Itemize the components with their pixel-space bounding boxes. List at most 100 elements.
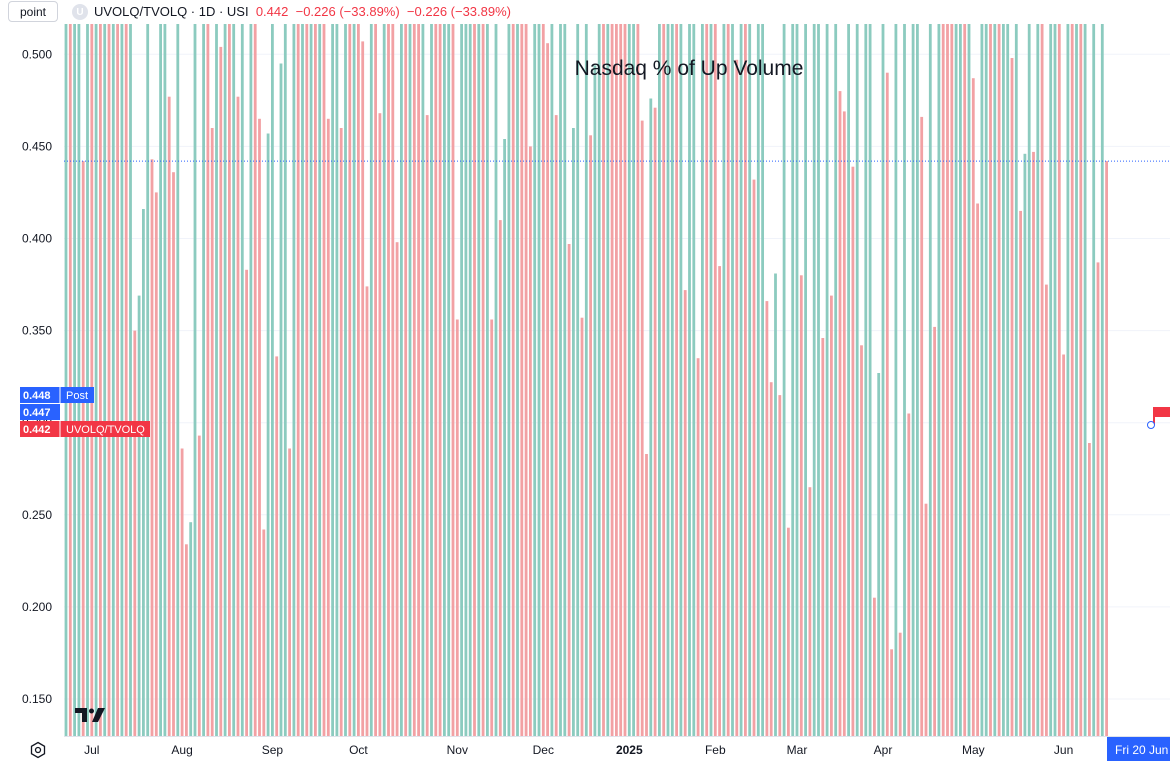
- volume-bar: [701, 24, 704, 736]
- volume-bar: [731, 24, 734, 737]
- volume-bar: [223, 24, 227, 736]
- symbol-legend[interactable]: UVOLQ/TVOLQ · 1D · USI 0.442 −0.226 (−33…: [94, 4, 511, 19]
- volume-bar: [941, 24, 945, 737]
- volume-bar: [245, 269, 248, 736]
- volume-bar: [670, 24, 674, 736]
- volume-bar: [838, 91, 842, 737]
- volume-bar: [1019, 210, 1022, 736]
- volume-bar: [103, 24, 107, 737]
- volume-bar: [447, 24, 451, 736]
- volume-bar: [593, 65, 597, 736]
- volume-bar: [210, 128, 214, 736]
- prev-value-box: [20, 404, 60, 420]
- volume-bar: [68, 24, 72, 736]
- point-mode-button[interactable]: point: [8, 1, 58, 22]
- volume-bar: [378, 113, 382, 736]
- volume-bar: [778, 395, 782, 736]
- volume-bar: [817, 24, 820, 736]
- x-tick-label: Jul: [84, 743, 99, 757]
- volume-bar: [421, 24, 425, 736]
- volume-bar: [120, 24, 124, 736]
- volume-bar: [150, 159, 154, 737]
- volume-bar: [176, 24, 180, 737]
- volume-bar: [524, 24, 528, 737]
- volume-bar: [868, 24, 872, 736]
- volume-bar: [1100, 24, 1104, 736]
- volume-bar: [980, 24, 984, 737]
- volume-bar: [976, 203, 979, 736]
- flag-icon[interactable]: [1153, 407, 1170, 425]
- volume-bar: [172, 172, 175, 736]
- volume-bar: [791, 24, 795, 736]
- volume-bar: [924, 503, 928, 736]
- volume-bar: [1036, 24, 1040, 736]
- volume-bar: [1096, 262, 1100, 736]
- volume-bar: [967, 24, 971, 737]
- volume-bar: [1002, 24, 1005, 736]
- volume-bar: [460, 24, 463, 736]
- volume-bar: [1070, 24, 1074, 737]
- volume-bar: [369, 24, 373, 736]
- volume-bar: [860, 345, 863, 736]
- volume-bar: [348, 24, 352, 737]
- volume-bar: [632, 24, 635, 736]
- x-tick-label: Apr: [874, 743, 893, 757]
- volume-bar: [331, 24, 334, 737]
- time-axis[interactable]: Jul Aug Sep Oct Nov Dec 2025 Feb Mar Apr May Jun: [64, 736, 1170, 758]
- volume-bar: [627, 24, 631, 736]
- volume-bar: [494, 24, 498, 736]
- volume-bar: [894, 24, 898, 736]
- volume-bar: [64, 24, 68, 736]
- price-axis[interactable]: 0.8500.8000.7500.7000.6500.6000.5500.500…: [22, 24, 52, 706]
- volume-bar-chart[interactable]: 0.8500.8000.7500.7000.6500.6000.5500.500…: [0, 24, 1170, 766]
- volume-bar: [481, 24, 485, 736]
- chart-header: point U UVOLQ/TVOLQ · 1D · USI 0.442 −0.…: [0, 0, 1170, 24]
- volume-bar: [262, 529, 266, 736]
- volume-bar: [619, 24, 623, 736]
- volume-bar: [202, 24, 205, 736]
- x-tick-label: Mar: [787, 743, 808, 757]
- volume-bar: [352, 24, 356, 737]
- volume-bar: [597, 24, 601, 737]
- volume-bar: [722, 24, 726, 736]
- x-tick-label: Sep: [262, 743, 284, 757]
- x-tick-label: Jun: [1054, 743, 1073, 757]
- volume-bar: [756, 24, 760, 737]
- gear-icon[interactable]: [29, 741, 47, 759]
- change-value-repeat: −0.226 (−33.89%): [406, 4, 511, 19]
- volume-bar: [576, 24, 580, 736]
- volume-bar: [765, 301, 769, 736]
- volume-bar: [185, 544, 188, 736]
- volume-bar: [658, 24, 661, 737]
- volume-bar: [357, 24, 360, 737]
- volume-bar: [546, 43, 549, 736]
- volume-bar: [645, 454, 648, 736]
- volume-bar: [159, 24, 162, 736]
- volume-bar: [821, 338, 825, 736]
- volume-bar: [408, 24, 412, 736]
- last-point-marker: [1147, 421, 1155, 429]
- chart-title: Nasdaq % of Up Volume: [575, 57, 804, 80]
- volume-bar: [1057, 24, 1061, 736]
- volume-bar: [675, 24, 678, 736]
- volume-bar: [1083, 24, 1087, 736]
- volume-bar: [228, 24, 231, 736]
- volume-bar: [825, 24, 829, 736]
- volume-bar: [959, 24, 962, 737]
- volume-bar: [920, 116, 924, 736]
- bar-series: [64, 24, 1108, 737]
- volume-bar: [683, 290, 687, 736]
- volume-bar: [464, 24, 468, 737]
- volume-bar: [954, 24, 958, 737]
- volume-bar: [739, 24, 743, 737]
- volume-bar: [395, 242, 399, 736]
- y-tick-label: 0.400: [22, 232, 52, 246]
- x-tick-label: Aug: [171, 743, 192, 757]
- tradingview-logo-icon[interactable]: [74, 706, 106, 724]
- volume-bar: [94, 24, 98, 736]
- volume-bar: [877, 373, 881, 736]
- volume-bar: [288, 448, 291, 736]
- volume-bar: [412, 24, 416, 737]
- volume-bar: [735, 59, 739, 737]
- volume-bar: [795, 24, 799, 736]
